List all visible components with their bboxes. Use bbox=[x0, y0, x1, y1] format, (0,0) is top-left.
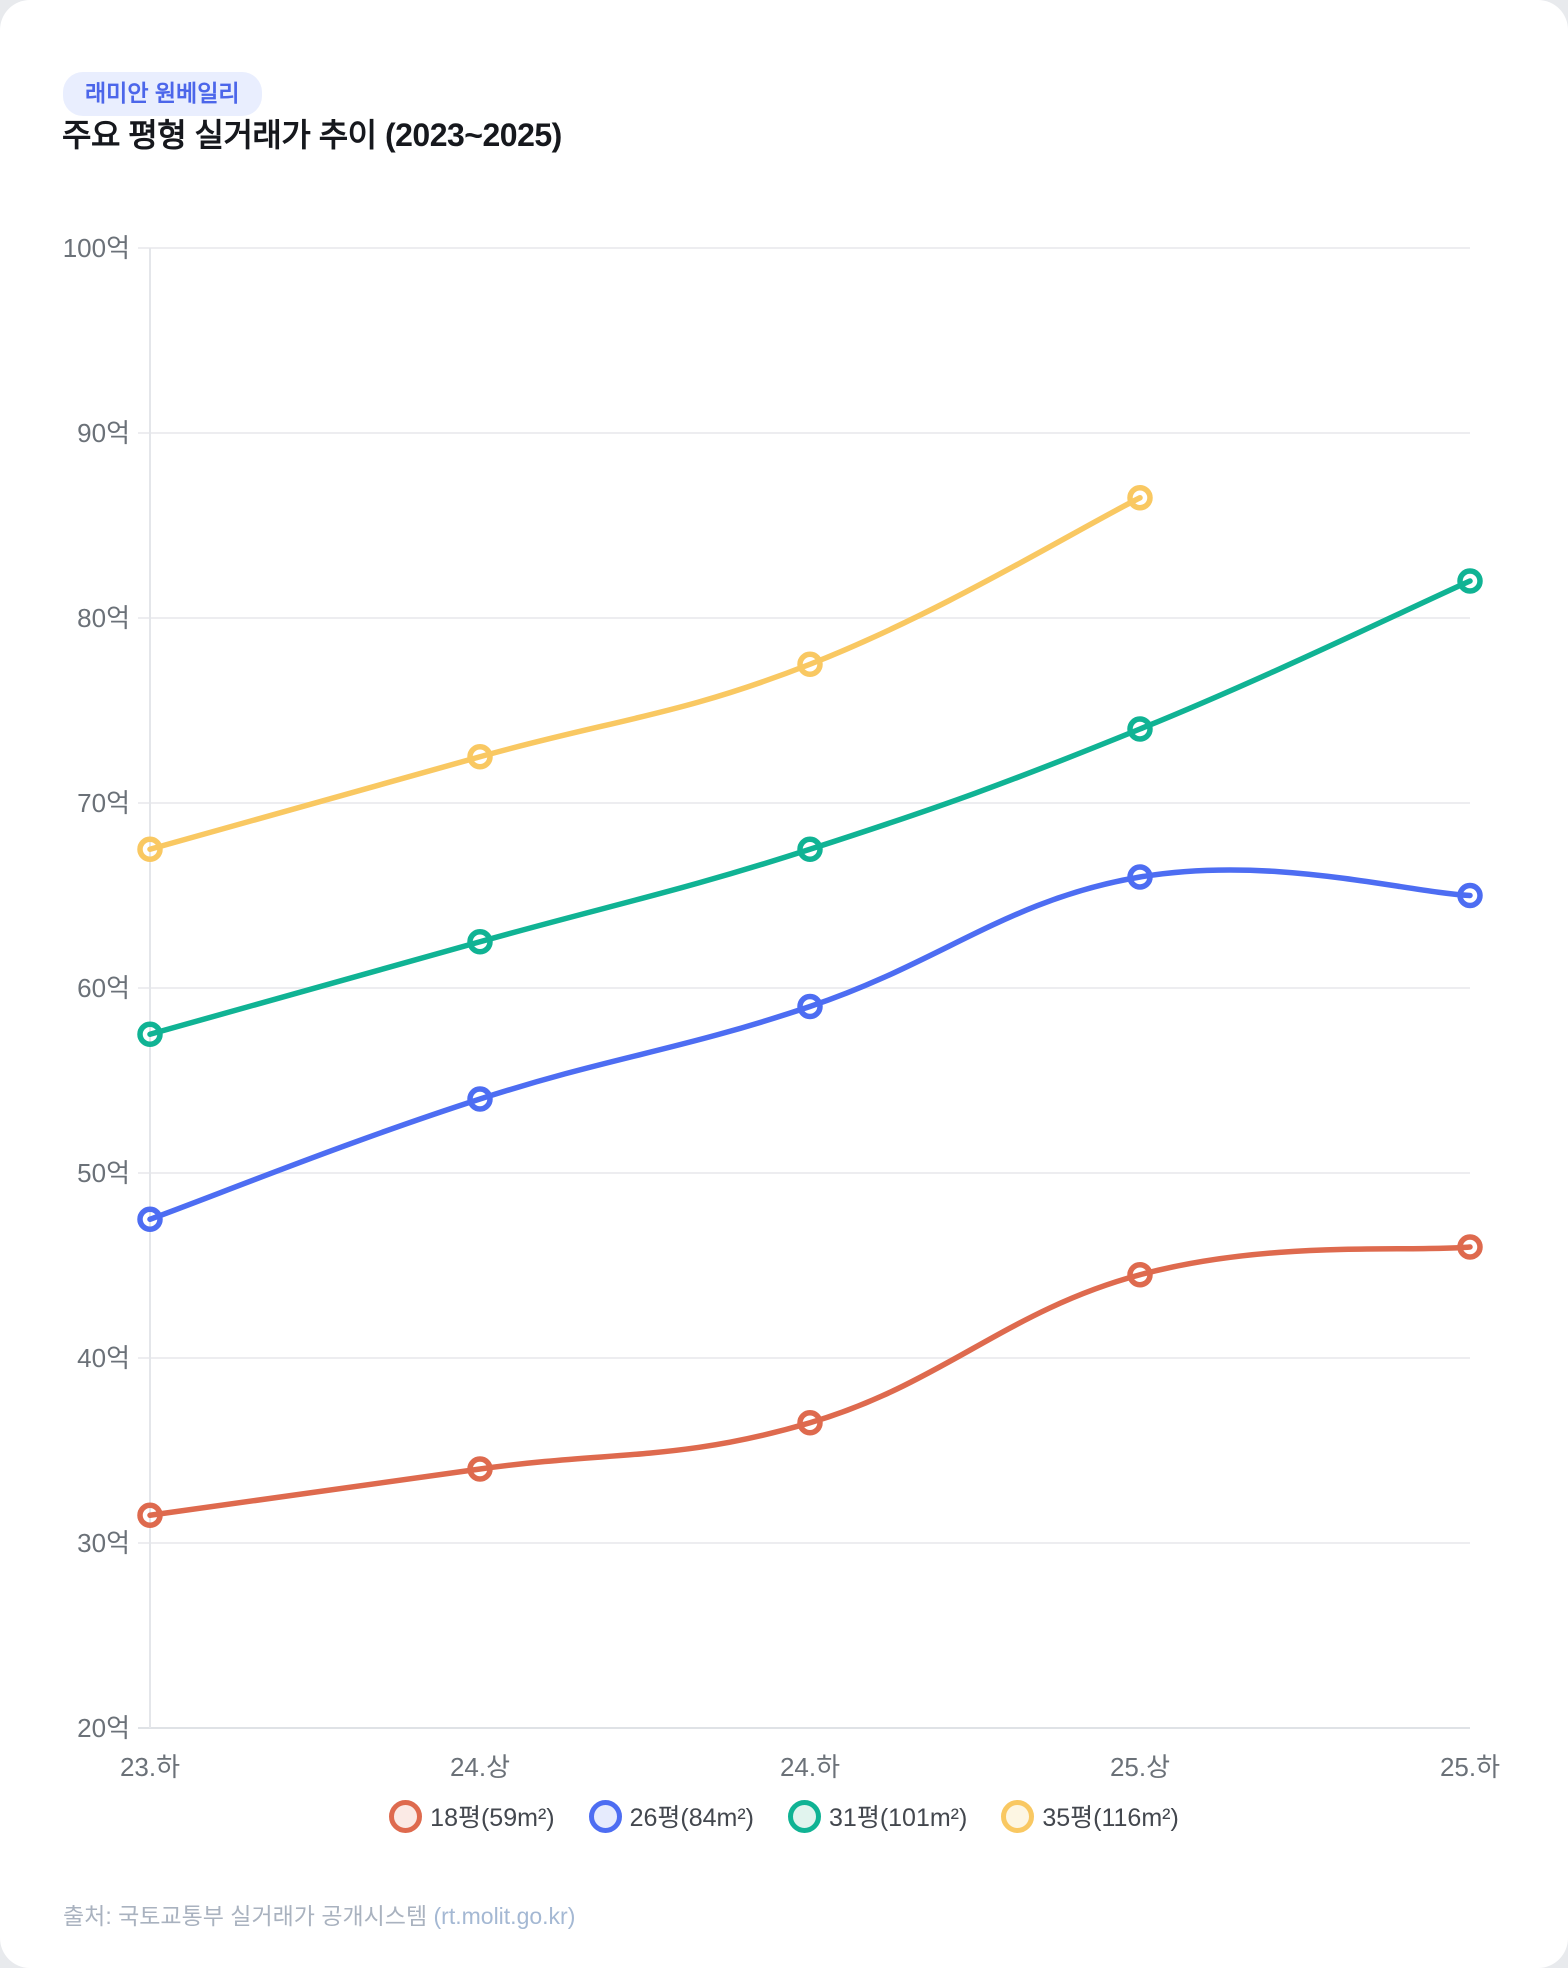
y-tick-label: 60억 bbox=[77, 973, 130, 1003]
data-point-35평(116m²)[interactable] bbox=[467, 744, 493, 770]
data-point-18평(59m²)[interactable] bbox=[137, 1502, 163, 1528]
y-tick-label: 30억 bbox=[77, 1528, 130, 1558]
data-point-35평(116m²)[interactable] bbox=[797, 651, 823, 677]
series-line-31평(101m²) bbox=[147, 578, 1473, 1037]
data-point-26평(84m²)[interactable] bbox=[137, 1206, 163, 1232]
y-tick-label: 20억 bbox=[77, 1713, 130, 1743]
x-tick-label: 24.상 bbox=[450, 1752, 510, 1780]
data-point-26평(84m²)[interactable] bbox=[1127, 864, 1153, 890]
legend-swatch-icon bbox=[588, 1799, 622, 1833]
data-point-18평(59m²)[interactable] bbox=[797, 1410, 823, 1436]
x-tick-label: 25.상 bbox=[1110, 1752, 1170, 1780]
y-tick-label: 40억 bbox=[77, 1343, 130, 1373]
source-text: 출처: 국토교통부 실거래가 공개시스템 bbox=[63, 1903, 434, 1929]
x-tick-label: 25.하 bbox=[1440, 1752, 1500, 1780]
data-point-31평(101m²)[interactable] bbox=[1127, 716, 1153, 742]
chart-canvas[interactable]: 20억 30억 40억 50억 60억 70억 80억 90억 100억 23.하 24.상 24.하… bbox=[0, 170, 1568, 1780]
data-point-18평(59m²)[interactable] bbox=[467, 1456, 493, 1482]
legend-label: 35평(116m²) bbox=[1042, 1804, 1179, 1832]
legend-item-26평(84m²)[interactable]: 26평(84m²) bbox=[588, 1798, 755, 1834]
data-point-26평(84m²)[interactable] bbox=[797, 993, 823, 1020]
legend-label: 26평(84m²) bbox=[629, 1804, 755, 1832]
source-footer: 출처: 국토교통부 실거래가 공개시스템 (rt.molit.go.kr) bbox=[63, 1897, 575, 1931]
data-point-26평(84m²)[interactable] bbox=[467, 1086, 493, 1112]
legend-item-31평(101m²)[interactable]: 31평(101m²) bbox=[788, 1798, 967, 1834]
x-tick-label: 24.하 bbox=[780, 1752, 840, 1780]
data-point-18평(59m²)[interactable] bbox=[1127, 1262, 1153, 1288]
data-point-35평(116m²)[interactable] bbox=[137, 836, 163, 862]
series-line-18평(59m²) bbox=[147, 1244, 1473, 1518]
x-tick-label: 23.하 bbox=[120, 1752, 180, 1780]
legend-swatch-icon bbox=[1001, 1799, 1035, 1833]
legend-swatch-icon bbox=[788, 1799, 822, 1833]
data-point-26평(84m²)[interactable] bbox=[1457, 882, 1483, 909]
legend-item-18평(59m²)[interactable]: 18평(59m²) bbox=[389, 1798, 555, 1834]
data-point-31평(101m²)[interactable] bbox=[137, 1021, 163, 1047]
y-tick-label: 100억 bbox=[63, 233, 130, 263]
source-link[interactable]: (rt.molit.go.kr) bbox=[433, 1903, 576, 1929]
series-line-26평(84m²) bbox=[147, 867, 1473, 1222]
apartment-badge: 래미안 원베일리 bbox=[63, 72, 262, 116]
data-point-31평(101m²)[interactable] bbox=[797, 836, 823, 862]
chart-legend: 18평(59m²) 26평(84m²) 31평(101m²) 35평(116m²) bbox=[0, 1798, 1568, 1834]
legend-label: 18평(59m²) bbox=[430, 1804, 555, 1832]
y-tick-label: 50억 bbox=[77, 1158, 130, 1188]
y-tick-label: 70억 bbox=[77, 788, 130, 818]
page-title: 주요 평형 실거래가 추이 (2023~2025) bbox=[62, 117, 562, 153]
data-point-31평(101m²)[interactable] bbox=[467, 929, 493, 955]
legend-swatch-icon bbox=[389, 1799, 423, 1833]
data-point-31평(101m²)[interactable] bbox=[1457, 568, 1483, 594]
legend-label: 31평(101m²) bbox=[829, 1804, 968, 1832]
y-tick-label: 90억 bbox=[77, 418, 130, 448]
y-tick-label: 80억 bbox=[77, 603, 130, 633]
legend-item-35평(116m²)[interactable]: 35평(116m²) bbox=[1001, 1798, 1179, 1834]
data-point-18평(59m²)[interactable] bbox=[1457, 1234, 1483, 1260]
data-point-35평(116m²)[interactable] bbox=[1127, 485, 1153, 511]
series-line-35평(116m²) bbox=[147, 495, 1143, 852]
line-chart[interactable]: 20억 30억 40억 50억 60억 70억 80억 90억 100억 23.하 24.상 24.하… bbox=[0, 170, 1568, 1780]
